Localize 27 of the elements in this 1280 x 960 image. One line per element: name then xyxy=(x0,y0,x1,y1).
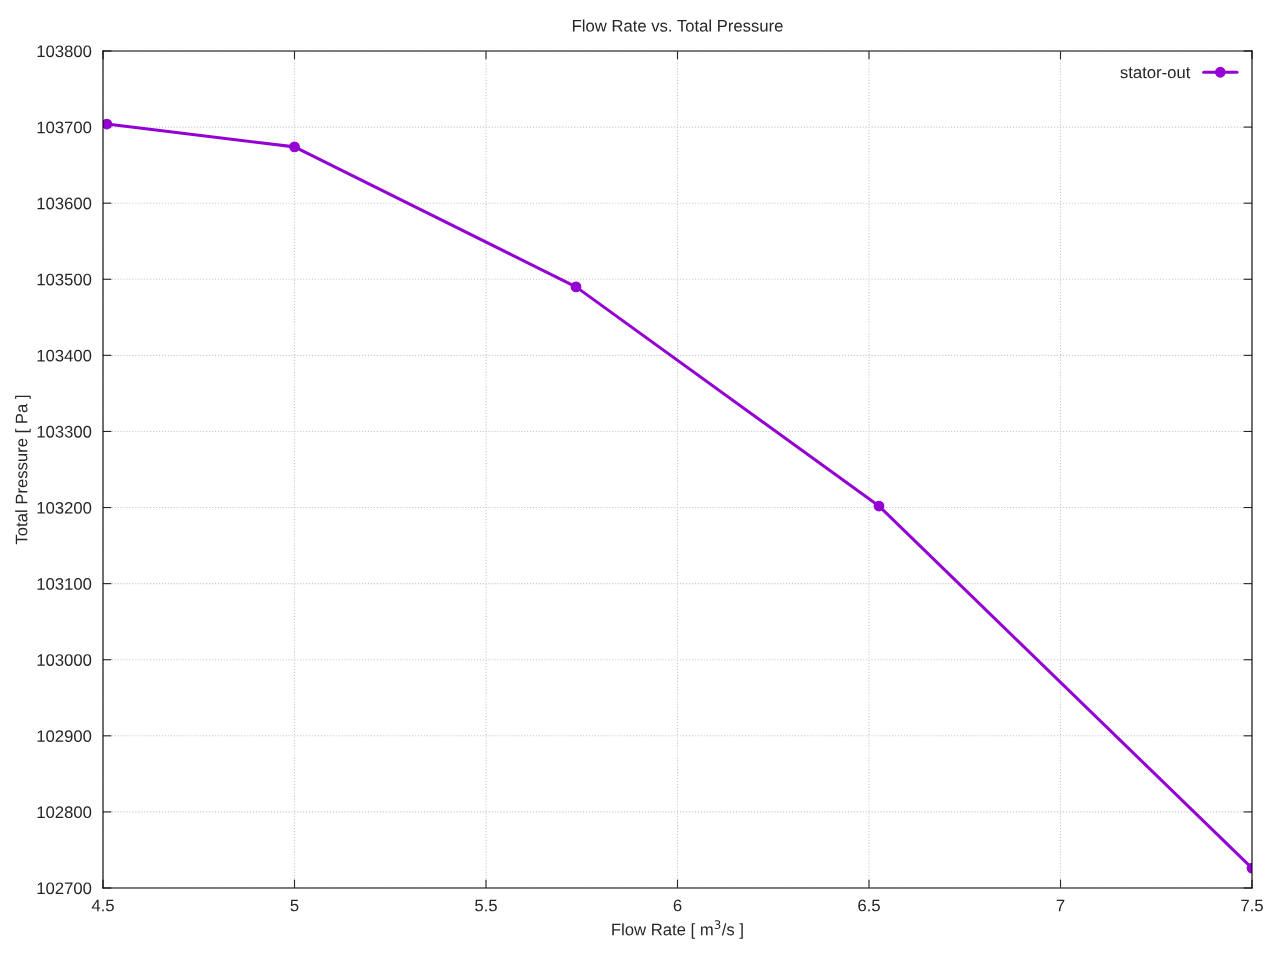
y-tick-label: 103600 xyxy=(37,197,92,210)
x-tick-label: 4.5 xyxy=(91,899,114,912)
y-tick-label: 103200 xyxy=(37,501,92,514)
x-tick-label: 7 xyxy=(1056,899,1065,912)
x-tick-label: 7.5 xyxy=(1241,899,1263,912)
x-tick-label: 6 xyxy=(673,899,682,912)
point xyxy=(289,141,300,153)
y-tick-label: 103100 xyxy=(37,578,92,590)
legend-label: stator-out xyxy=(1120,67,1191,79)
y-tick-label: 102700 xyxy=(37,882,92,895)
y-axis-title: Total Pressure [ Pa ] xyxy=(15,395,31,545)
y-tick-label: 103400 xyxy=(37,349,92,362)
point xyxy=(570,281,582,293)
y-tick-label: 103700 xyxy=(37,121,92,134)
y-tick-label: 103000 xyxy=(37,654,92,666)
point xyxy=(103,118,113,130)
x-axis-title: Flow Rate [ m$^{3}$/s ] xyxy=(612,920,743,939)
x-tick-label: 5 xyxy=(290,899,299,912)
y-tick-label: 103300 xyxy=(37,425,92,438)
y-tick-label: 102900 xyxy=(37,730,92,743)
chart-title: Flow Rate vs. Total Pressure xyxy=(572,19,783,32)
y-tick-label: 103500 xyxy=(37,273,92,286)
x-tick-label: 5.5 xyxy=(475,899,497,912)
y-tick-label: 103800 xyxy=(37,45,92,58)
y-tick-label: 102800 xyxy=(37,806,92,819)
point xyxy=(873,500,885,512)
x-tick-label: 6.5 xyxy=(858,899,880,912)
